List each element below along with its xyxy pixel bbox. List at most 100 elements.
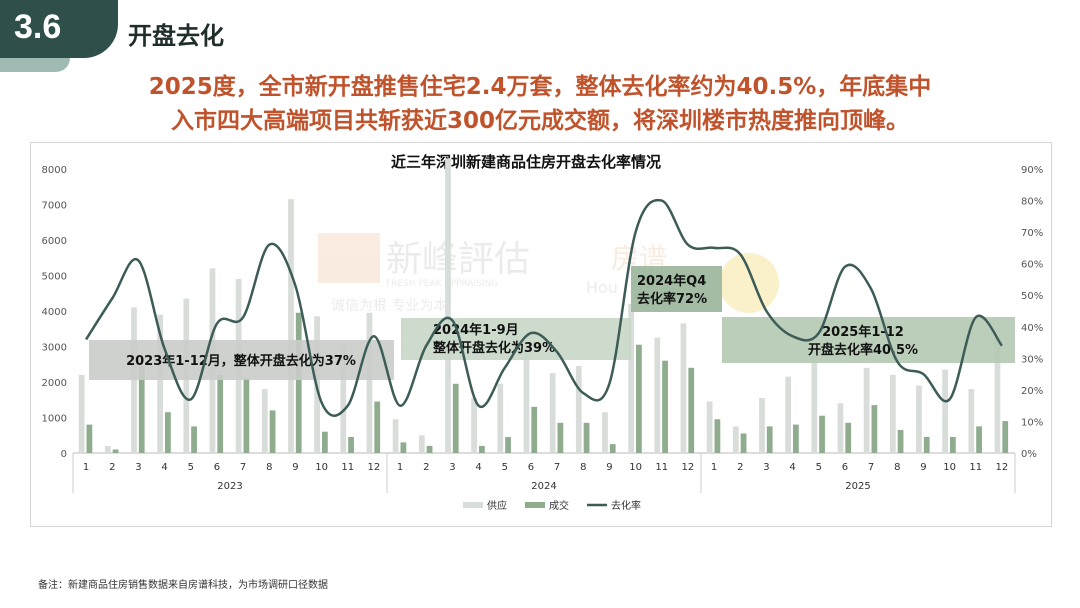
x-tick-label: 8 [266, 462, 272, 473]
y-right-tick-label: 90% [1021, 165, 1043, 176]
headline-line-1: 2025度，全市新开盘推售住宅2.4万套，整体去化率约为40.5%，年底集中 [148, 74, 932, 100]
chart-frame: 新峰評估 FRESH PEAK APPRAISING 诚信为根 专业为本 房谱 … [30, 142, 1052, 527]
x-tick-label: 9 [920, 462, 926, 473]
deal-bar [897, 429, 904, 453]
x-tick-label: 1 [397, 462, 403, 473]
deal-bar [976, 426, 982, 453]
deal-bar [950, 437, 956, 453]
x-tick-label: 11 [655, 462, 668, 473]
annotation-2025-text-2: 开盘去化率40.5% [808, 342, 918, 358]
legend-deal-swatch [525, 502, 545, 508]
deal-bar [714, 419, 721, 453]
x-tick-label: 5 [188, 462, 194, 473]
deal-bar [348, 437, 354, 453]
supply-bar [288, 199, 294, 453]
supply-bar [942, 369, 949, 453]
section-badge [0, 0, 118, 58]
annotation-2024-text-1: 2024年1-9月 [433, 322, 519, 338]
bee-mascot-icon [719, 253, 779, 313]
x-tick-label: 1 [83, 462, 89, 473]
deal-bar [557, 422, 564, 453]
rate-line [85, 198, 1003, 417]
supply-bar [732, 426, 739, 453]
annotation-2024q4-box [631, 266, 722, 312]
x-tick-label: 2 [109, 462, 115, 473]
year-label: 2025 [845, 481, 870, 492]
x-tick-label: 5 [502, 462, 508, 473]
y-left-tick-label: 6000 [42, 236, 67, 247]
x-tick-label: 5 [816, 462, 822, 473]
x-tick-label: 10 [943, 462, 956, 473]
deal-bar [452, 383, 459, 453]
deal-bar [295, 312, 302, 453]
deal-bar [531, 406, 538, 453]
x-tick-label: 3 [135, 462, 141, 473]
deal-bar [636, 344, 642, 453]
y-left-tick-label: 1000 [42, 414, 67, 425]
x-tick-label: 4 [475, 462, 481, 473]
supply-bar [340, 344, 347, 453]
deal-bar [871, 405, 878, 453]
watermark: 新峰評估 FRESH PEAK APPRAISING 诚信为根 专业为本 房谱 … [318, 233, 779, 314]
supply-bar [157, 314, 164, 453]
chart-title: 近三年深圳新建商品住房开盘去化率情况 [391, 153, 661, 171]
supply-bar [889, 374, 896, 453]
annotation-2023-box [89, 340, 394, 380]
y-right-tick-label: 70% [1021, 228, 1043, 239]
y-left-tick-label: 8000 [42, 165, 67, 176]
x-tick-label: 11 [969, 462, 982, 473]
supply-bar [680, 323, 687, 453]
supply-bar [785, 376, 792, 453]
supply-bar [392, 419, 399, 453]
supply-bar [78, 374, 85, 453]
deal-bar [374, 401, 381, 453]
y-right-tick-label: 40% [1021, 323, 1043, 334]
x-tick-label: 6 [842, 462, 848, 473]
annotation-2024q4-text-2: 去化率72% [637, 291, 707, 307]
x-tick-label: 11 [341, 462, 354, 473]
supply-bar [863, 367, 870, 453]
x-tick-label: 12 [368, 462, 381, 473]
y-right-tick-label: 10% [1021, 417, 1043, 428]
x-tick-label: 12 [996, 462, 1009, 473]
x-tick-label: 10 [629, 462, 642, 473]
supply-bar [654, 337, 661, 453]
legend-supply-swatch [463, 502, 483, 508]
deal-bar [923, 437, 930, 453]
annotation-2024q4-text-1: 2024年Q4 [637, 273, 706, 289]
deal-bar [191, 426, 197, 453]
annotation-2024-text-2: 整体开盘去化为39% [432, 340, 555, 356]
x-tick-label: 4 [161, 462, 167, 473]
supply-bar [706, 401, 713, 453]
annotations: 2023年1-12月，整体开盘去化为37% 2024年1-9月整体开盘去化为39%… [89, 266, 1015, 380]
supply-bar [445, 158, 451, 453]
annotation-2025-text-1: 2025年1-12 [822, 324, 904, 340]
x-tick-label: 9 [606, 462, 612, 473]
x-tick-label: 4 [789, 462, 795, 473]
deal-bar [583, 422, 590, 453]
supply-bar [575, 366, 582, 453]
watermark-brand1-en: FRESH PEAK APPRAISING [386, 279, 498, 289]
supply-bar [602, 412, 608, 453]
watermark-logo-block [318, 233, 380, 283]
y-left-tick-label: 3000 [42, 343, 67, 354]
deal-bar [766, 426, 773, 453]
year-label: 2023 [217, 481, 242, 492]
x-tick-label: 6 [214, 462, 220, 473]
y-left-tick-label: 5000 [42, 272, 67, 283]
deal-bar [1002, 421, 1009, 453]
y-left-tick-label: 0 [61, 449, 67, 460]
rate-line-path [85, 198, 1003, 417]
deal-bar [740, 433, 747, 453]
deal-bar [269, 410, 276, 453]
supply-bar [104, 445, 111, 453]
supply-bar [549, 373, 556, 453]
x-tick-label: 9 [292, 462, 298, 473]
supply-bar [418, 435, 425, 453]
supply-bar [811, 355, 818, 453]
watermark-brand1: 新峰評估 [386, 239, 530, 280]
y-right-tick-label: 50% [1021, 291, 1043, 302]
deal-bar [86, 424, 93, 453]
axes: 0 1000 2000 3000 4000 5000 6000 7000 8000 0% 10% 20… [42, 165, 1043, 493]
deal-bar [165, 412, 171, 453]
